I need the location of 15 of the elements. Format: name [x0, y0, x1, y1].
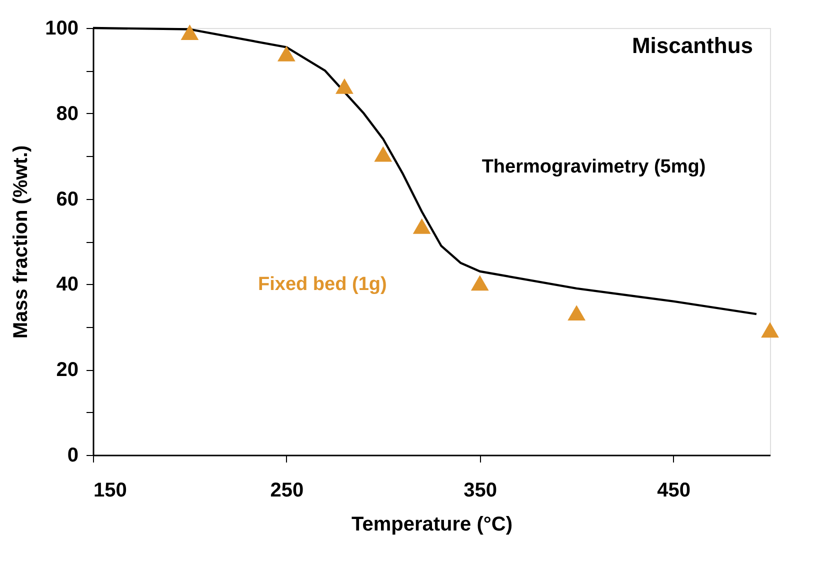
y-axis-title: Mass fraction (%wt.) [10, 145, 32, 339]
text: Thermogravimetry (5mg) [482, 156, 706, 178]
y-tick-label: 0 [67, 444, 78, 466]
annotation: Miscanthus [632, 33, 753, 58]
x-tick-label: 250 [270, 480, 304, 502]
x-tick-label: 150 [94, 480, 127, 502]
x-tick-label: 450 [657, 480, 690, 502]
x-tick-label: 350 [464, 480, 498, 502]
y-tick-label: 20 [56, 359, 78, 382]
y-tick-label: 100 [45, 18, 78, 40]
y-tick-label: 60 [56, 188, 78, 210]
y-tick-label: 40 [56, 274, 78, 296]
y-tick-label: 80 [56, 102, 78, 125]
text: Fixed bed (1g) [258, 274, 387, 296]
x-axis-title: Temperature (°C) [352, 514, 512, 536]
